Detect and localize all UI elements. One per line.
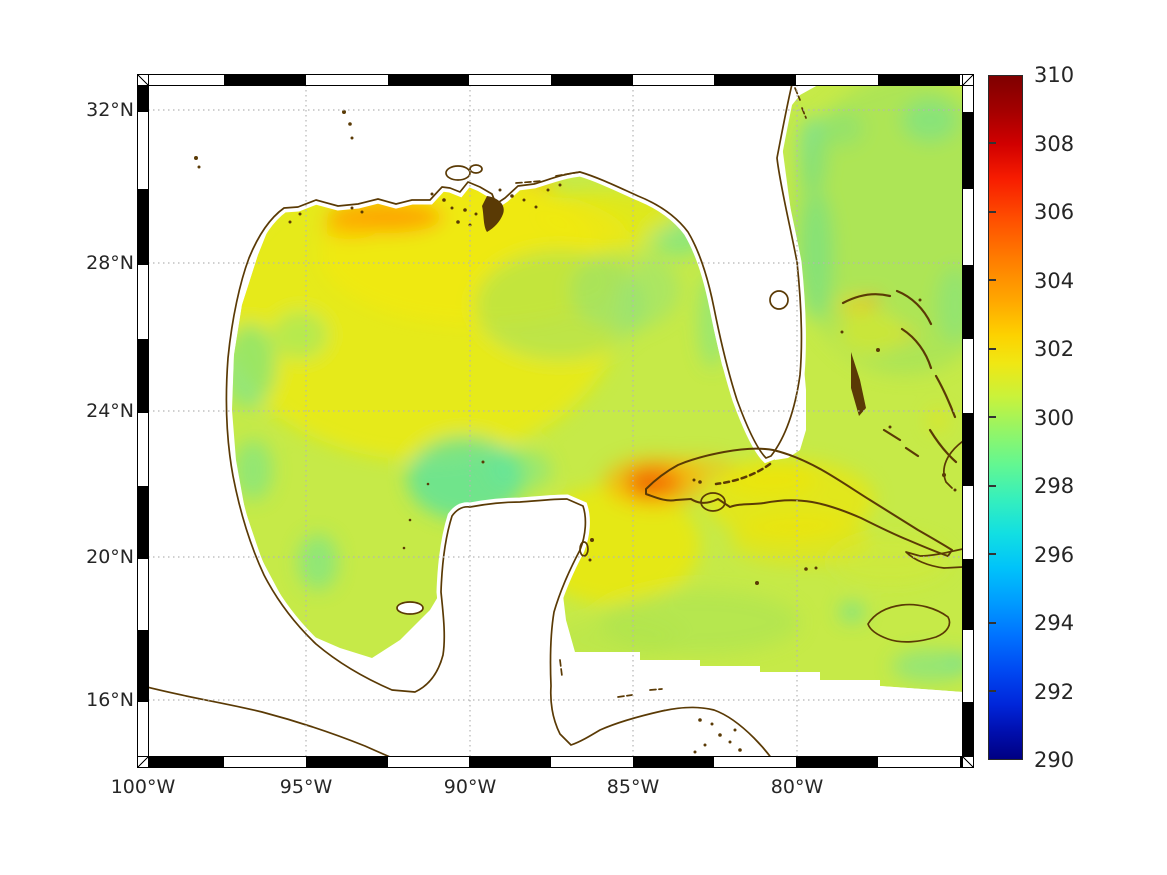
colorbar-tick	[989, 211, 996, 213]
colorbar-label-306: 306	[1034, 200, 1075, 224]
colorbar-label-298: 298	[1034, 474, 1075, 498]
map-frame-right	[962, 85, 974, 757]
coastlines	[148, 85, 963, 757]
colorbar-tick	[989, 348, 996, 350]
colorbar-label-294: 294	[1034, 611, 1075, 635]
y-tick-label-24n: 24°N	[86, 400, 134, 422]
no-data-boundary	[562, 652, 963, 757]
y-tick-label-16n: 16°N	[86, 689, 134, 711]
isla-juventud	[700, 492, 726, 512]
florida-keys	[714, 462, 772, 486]
y-tick-label-28n: 28°N	[86, 252, 134, 274]
colorbar-tick	[989, 416, 996, 418]
islets-and-speckles	[194, 110, 957, 754]
colorbar-label-310: 310	[1034, 63, 1075, 87]
y-tick-label-20n: 20°N	[86, 546, 134, 568]
colorbar-tick	[989, 485, 996, 487]
frame-corner-bottomright	[962, 756, 974, 768]
y-tick-label-32n: 32°N	[86, 99, 134, 121]
colorbar-tick	[989, 690, 996, 692]
land-areas	[138, 80, 963, 757]
lake-small	[469, 164, 483, 174]
colorbar-label-292: 292	[1034, 680, 1075, 704]
map-frame-bottom	[147, 756, 964, 768]
x-tick-label-85w: 85°W	[606, 776, 660, 798]
lake-okeechobee	[769, 290, 789, 310]
colorbar-tick	[989, 553, 996, 555]
frame-corner-topright	[962, 74, 974, 86]
colorbar-label-290: 290	[1034, 748, 1075, 772]
pacific-coast	[148, 686, 393, 757]
lake-pontchartrain	[445, 165, 471, 181]
jamaica	[867, 603, 951, 643]
barrier-islands	[515, 87, 807, 698]
colorbar-tick	[989, 279, 996, 281]
andros	[851, 352, 866, 416]
x-tick-label-100w: 100°W	[110, 776, 176, 798]
colorbar-label-308: 308	[1034, 132, 1075, 156]
frame-corner-bottomleft	[137, 756, 149, 768]
gridlines	[148, 85, 963, 757]
x-tick-label-90w: 90°W	[443, 776, 497, 798]
colorbar-label-304: 304	[1034, 269, 1075, 293]
cozumel	[579, 541, 589, 557]
map-frame-top	[147, 74, 964, 86]
map-frame-left	[137, 85, 149, 757]
colorbar-label-300: 300	[1034, 406, 1075, 430]
frame-corner-topleft	[137, 74, 149, 86]
x-tick-label-95w: 95°W	[279, 776, 333, 798]
colorbar-tick	[989, 622, 996, 624]
great-inagua-curve	[943, 440, 963, 489]
colorbar-label-296: 296	[1034, 543, 1075, 567]
mississippi-delta	[482, 196, 504, 232]
bahamas	[841, 289, 958, 464]
colorbar-label-302: 302	[1034, 337, 1075, 361]
hispaniola	[905, 548, 963, 569]
x-tick-label-80w: 80°W	[770, 776, 824, 798]
laguna-terminos	[396, 601, 424, 615]
colorbar-tick	[989, 142, 996, 144]
